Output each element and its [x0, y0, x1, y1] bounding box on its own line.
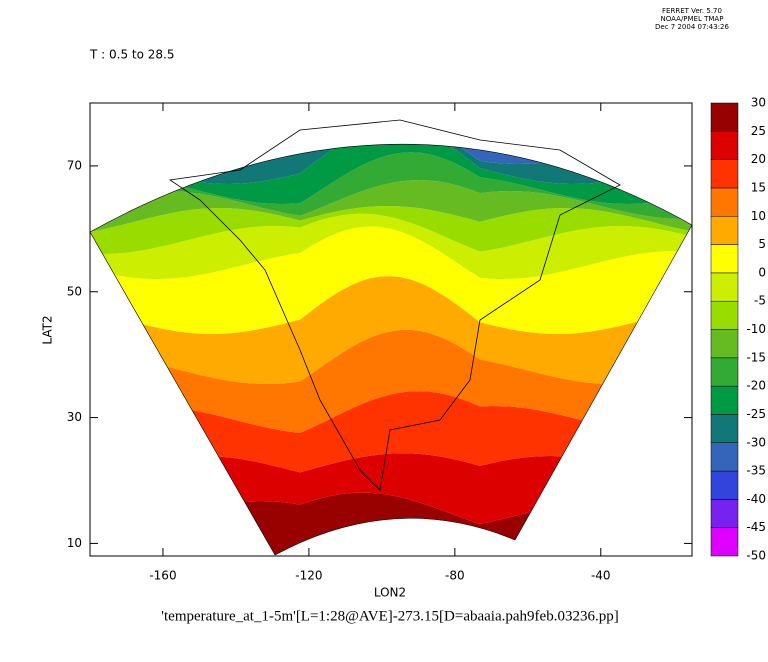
x-tick-label: -40: [591, 569, 611, 583]
header-line: Dec 7 2004 07:43:26: [655, 23, 729, 31]
colorbar-label: -5: [754, 294, 766, 308]
y-axis-label: LAT2: [41, 315, 55, 344]
contour-band: [90, 144, 692, 204]
caption: 'temperature_at_1-5m'[L=1:28@AVE]-273.15…: [161, 608, 618, 624]
header-line: FERRET Ver. 5.70: [662, 7, 722, 15]
x-axis-label: LON2: [374, 586, 406, 600]
colorbar-bin: [710, 272, 739, 302]
coastline: [168, 119, 621, 491]
colorbar-bin: [710, 159, 739, 189]
colorbar-bin: [710, 329, 739, 359]
colorbar-bin: [710, 187, 739, 217]
subtitle: T : 0.5 to 28.5: [89, 48, 174, 62]
colorbar-label: 15: [751, 180, 766, 194]
header-line: NOAA/PMEL TMAP: [661, 15, 724, 23]
colorbar-bin: [710, 216, 739, 245]
colorbar-label: -10: [746, 322, 766, 336]
colorbar-label: 10: [751, 209, 766, 223]
contour-band: [80, 95, 700, 142]
colorbar-label: -20: [746, 379, 766, 393]
contour-band: [90, 391, 692, 483]
colorbar-bin: [710, 131, 739, 160]
contour-band: [90, 453, 692, 529]
colorbar-label: 0: [758, 265, 766, 279]
colorbar-label: 30: [751, 96, 766, 110]
contour-band: [80, 79, 700, 125]
colorbar-bin: [710, 385, 739, 415]
x-tick-label: -120: [295, 569, 322, 583]
colorbar-label: -35: [746, 464, 766, 478]
colorbar-bin: [710, 470, 739, 500]
colorbar-label: -30: [746, 435, 766, 449]
colorbar-label: 25: [751, 124, 766, 138]
y-tick-label: 10: [67, 536, 82, 550]
colorbar-bin: [710, 442, 739, 472]
colorbar-label: 5: [758, 237, 766, 251]
contour-band: [90, 492, 692, 555]
map-boundary: [89, 143, 693, 556]
colorbar-label: 20: [751, 152, 766, 166]
x-tick-label: -80: [445, 569, 465, 583]
colorbar-label: -50: [746, 549, 766, 563]
y-tick-label: 50: [67, 284, 82, 298]
contour-band: [90, 329, 692, 434]
colorbar-label: -45: [746, 520, 766, 534]
plot-frame: [89, 102, 693, 557]
colorbar-label: -15: [746, 350, 766, 364]
contour-band: [90, 152, 692, 219]
y-tick-label: 70: [67, 158, 82, 172]
colorbar-bin: [710, 499, 739, 528]
contour-band: [90, 226, 692, 334]
x-tick-label: -160: [149, 569, 176, 583]
colorbar-bin: [710, 300, 739, 330]
y-tick-label: 30: [67, 410, 82, 424]
contour-band: [90, 276, 692, 384]
colorbar-bin: [710, 414, 739, 443]
colorbar-bin: [710, 527, 739, 557]
contour-band: [90, 205, 692, 254]
colorbar-bin: [710, 102, 739, 132]
temperature-field: [80, 79, 700, 555]
colorbar-label: -25: [746, 407, 766, 421]
colorbar-bin: [710, 357, 739, 387]
colorbar-label: -40: [746, 492, 766, 506]
colorbar-bin: [710, 244, 739, 274]
